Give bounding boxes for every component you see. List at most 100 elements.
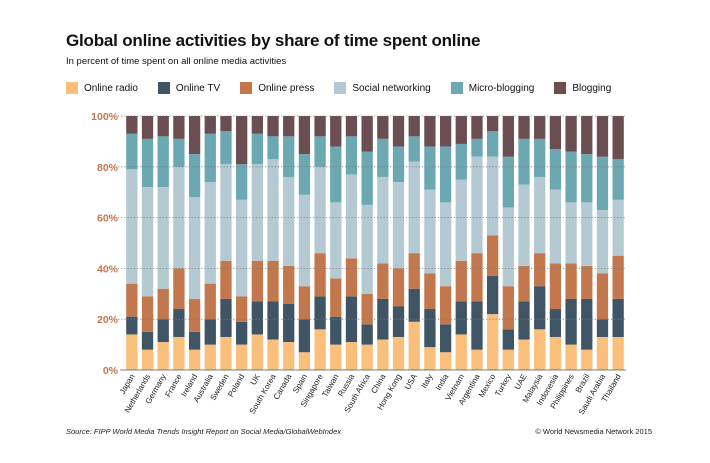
bar-segment-singapore-social-networking	[314, 166, 326, 254]
chart-title: Global online activities by share of tim…	[66, 31, 481, 50]
bar-segment-south-korea-online-radio	[267, 339, 279, 370]
bar-segment-australia-online-radio	[204, 344, 216, 370]
bar-segment-germany-online-press	[157, 288, 169, 320]
bar-segment-turkey-online-radio	[502, 349, 514, 370]
bar-segment-singapore-micro-blogging	[314, 136, 326, 167]
bar-segment-poland-online-press	[236, 296, 248, 322]
bar-segment-netherlands-blogging	[141, 116, 154, 139]
bar-segment-uae-online-radio	[518, 339, 530, 370]
bar-segment-netherlands-micro-blogging	[141, 138, 154, 188]
bar-segment-taiwan-micro-blogging	[330, 146, 342, 203]
bar-segment-australia-online-tv	[204, 319, 216, 345]
bar-segment-japan-online-tv	[126, 316, 138, 335]
bar-segment-taiwan-online-tv	[330, 316, 342, 345]
bar-segment-brazil-social-networking	[581, 202, 593, 266]
bar-segment-south-africa-social-networking	[361, 204, 373, 294]
bar-segment-mexico-online-radio	[487, 314, 499, 370]
bar-segment-australia-online-press	[204, 283, 216, 320]
bar-segment-brazil-online-press	[581, 265, 593, 299]
bar-segment-canada-online-radio	[283, 342, 295, 370]
bar-segment-south-africa-blogging	[361, 116, 373, 152]
bar-segment-saudi-arabia-social-networking	[596, 209, 609, 274]
bar-segment-germany-micro-blogging	[157, 136, 169, 188]
legend-swatch-online-radio	[66, 82, 78, 94]
bar-segment-china-micro-blogging	[377, 138, 389, 177]
bar-segment-philippines-online-press	[565, 263, 577, 299]
bar-segment-germany-online-tv	[157, 319, 169, 343]
bar-segment-ireland-online-radio	[188, 349, 201, 370]
legend-label-social-networking: Social networking	[352, 82, 431, 94]
y-tick-label-100: 100%	[91, 111, 119, 123]
bar-segment-ireland-online-press	[188, 298, 201, 332]
bar-segment-usa-online-radio	[408, 321, 420, 370]
legend-item-online-radio: Online radio	[66, 82, 138, 94]
bar-segment-saudi-arabia-online-tv	[596, 319, 609, 337]
bar-segment-mexico-micro-blogging	[487, 131, 499, 157]
bar-segment-philippines-social-networking	[565, 202, 577, 264]
bar-segment-indonesia-online-press	[549, 263, 562, 310]
bar-segment-hong-kong-online-press	[392, 268, 405, 307]
bar-segment-argentina-social-networking	[471, 156, 483, 254]
legend-item-online-press: Online press	[240, 82, 314, 94]
bar-segment-japan-micro-blogging	[126, 133, 138, 170]
bar-segment-indonesia-online-tv	[549, 309, 562, 337]
bar-segment-uk-online-radio	[251, 334, 263, 370]
bar-segment-taiwan-online-press	[330, 278, 342, 317]
bar-segment-argentina-online-press	[471, 253, 483, 302]
bar-segment-south-africa-online-radio	[361, 344, 373, 370]
bar-segment-south-africa-online-press	[361, 293, 373, 325]
bar-segment-philippines-online-tv	[565, 298, 577, 345]
bar-segment-turkey-online-tv	[502, 329, 514, 350]
bar-segment-russia-online-tv	[345, 296, 358, 343]
bar-segment-saudi-arabia-blogging	[596, 116, 609, 157]
bar-segment-netherlands-social-networking	[141, 187, 154, 297]
bar-segment-spain-micro-blogging	[298, 154, 311, 195]
bar-segment-germany-online-radio	[157, 342, 169, 370]
bar-segment-sweden-online-radio	[220, 336, 232, 370]
bar-segment-argentina-online-tv	[471, 301, 483, 350]
legend-swatch-online-tv	[157, 82, 170, 94]
bar-segment-south-africa-micro-blogging	[361, 151, 373, 205]
bar-segment-philippines-micro-blogging	[565, 151, 577, 203]
bar-segment-netherlands-online-tv	[141, 331, 154, 350]
legend-label-micro-blogging: Micro-blogging	[468, 82, 535, 94]
bar-segment-singapore-online-press	[314, 253, 326, 297]
bar-segment-china-online-tv	[377, 298, 389, 340]
bar-segment-sweden-online-press	[220, 260, 232, 299]
chart-subtitle: In percent of time spent on all online m…	[66, 56, 287, 67]
bar-segment-hong-kong-blogging	[392, 116, 405, 147]
bar-segment-canada-micro-blogging	[283, 136, 295, 177]
bar-segment-singapore-online-radio	[314, 329, 326, 370]
bar-segment-india-social-networking	[439, 202, 452, 287]
chart-legend: Online radio Online TV Online press Social …	[66, 80, 631, 96]
bar-segment-mexico-online-press	[487, 235, 499, 277]
bar-segment-russia-micro-blogging	[345, 136, 358, 175]
bar-segment-ireland-online-tv	[188, 331, 201, 350]
bar-segment-uae-social-networking	[518, 184, 530, 266]
legend-swatch-online-press	[240, 82, 253, 94]
y-tick-label-60: 60%	[97, 213, 119, 225]
bar-segment-singapore-online-tv	[314, 296, 326, 330]
bar-segment-japan-blogging	[126, 116, 138, 134]
bar-segment-china-online-radio	[377, 339, 389, 370]
bar-segment-brazil-blogging	[581, 116, 593, 155]
bar-segment-thailand-blogging	[612, 116, 624, 160]
bar-segment-uae-blogging	[518, 116, 530, 139]
y-tick-label-80: 80%	[97, 162, 119, 174]
bar-segment-brazil-online-tv	[581, 298, 593, 350]
bar-segment-netherlands-online-press	[141, 296, 154, 332]
bar-segment-ireland-social-networking	[188, 197, 201, 299]
bar-segment-india-online-tv	[439, 324, 452, 353]
bar-segment-india-online-press	[439, 286, 452, 325]
legend-item-blogging: Blogging	[554, 82, 611, 94]
bar-segment-saudi-arabia-online-radio	[596, 336, 609, 370]
bar-segment-malaysia-micro-blogging	[534, 138, 546, 177]
bar-segment-poland-blogging	[236, 116, 248, 165]
bar-segment-australia-micro-blogging	[204, 133, 216, 183]
bar-segment-india-micro-blogging	[439, 146, 452, 203]
x-tick-label-usa: USA	[403, 372, 419, 391]
bar-segment-taiwan-blogging	[330, 116, 342, 147]
bar-segment-argentina-micro-blogging	[471, 138, 483, 157]
